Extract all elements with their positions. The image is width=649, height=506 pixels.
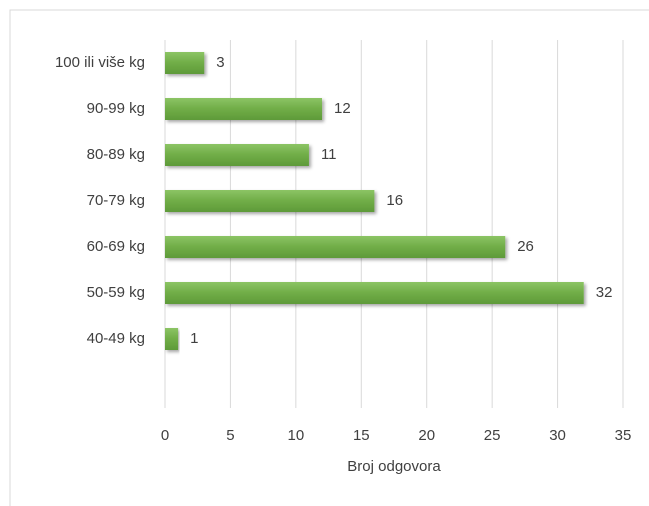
y-tick-label: 100 ili više kg — [55, 54, 145, 71]
bar — [165, 98, 323, 120]
value-label: 32 — [596, 284, 613, 301]
x-axis-label: Broj odgovora — [347, 458, 441, 475]
bar — [165, 282, 584, 304]
x-tick-label: 15 — [353, 427, 370, 444]
x-tick-label: 5 — [226, 427, 234, 444]
bar — [165, 236, 506, 258]
value-label: 11 — [321, 146, 337, 163]
x-tick-label: 0 — [161, 427, 169, 444]
value-label: 12 — [334, 100, 351, 117]
bar — [165, 52, 205, 74]
y-tick-label: 70-79 kg — [87, 192, 145, 209]
x-tick-label: 30 — [549, 427, 566, 444]
x-tick-label: 35 — [615, 427, 632, 444]
value-label: 16 — [386, 192, 403, 209]
y-tick-label: 90-99 kg — [87, 100, 145, 117]
x-tick-label: 25 — [484, 427, 501, 444]
x-tick-label: 20 — [418, 427, 435, 444]
value-label: 3 — [216, 54, 224, 71]
bar — [165, 190, 375, 212]
y-tick-label: 40-49 kg — [87, 330, 145, 347]
bar — [165, 144, 309, 166]
y-tick-label: 60-69 kg — [87, 238, 145, 255]
bar — [165, 328, 179, 350]
value-label: 26 — [517, 238, 534, 255]
y-tick-label: 50-59 kg — [87, 284, 145, 301]
value-label: 1 — [190, 330, 198, 347]
chart-border — [9, 9, 649, 506]
y-tick-label: 80-89 kg — [87, 146, 145, 163]
x-tick-label: 10 — [288, 427, 305, 444]
